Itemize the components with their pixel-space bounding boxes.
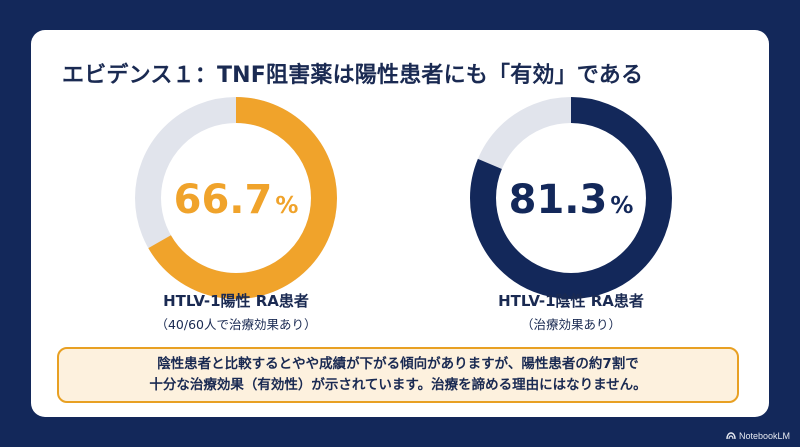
positive-value-label: 66.7% [174,177,299,223]
positive-donut-slice [135,97,337,299]
summary-note-line-2: 十分な治療効果（有効性）が示されています。治療を諦める理由にはなりません。 [149,377,647,393]
negative-value-label: 81.3% [509,177,634,223]
summary-note: 陰性患者と比較するとやや成績が下がる傾向がありますが、陽性患者の約7割で 十分な… [57,347,739,403]
negative-group-subtitle: （治療効果あり） [520,317,621,332]
brand-label: NotebookLM [738,431,790,441]
negative-value-unit: % [610,193,633,219]
summary-note-line-1: 陰性患者と比較するとやや成績が下がる傾向がありますが、陽性患者の約7割で [157,356,639,372]
notebooklm-watermark: NotebookLM [726,431,790,441]
slide-title: エビデンス１：TNF阻害薬は陽性患者にも「有効」である [62,63,644,88]
positive-value-unit: % [275,193,298,219]
positive-group-title: HTLV-1陽性 RA患者 [163,292,309,310]
negative-group-title: HTLV-1陰性 RA患者 [498,292,644,310]
notebooklm-logo-icon [726,432,736,440]
negative-donut-slice [470,97,672,299]
positive-group-subtitle: （40/60人で治療効果あり） [155,317,317,332]
